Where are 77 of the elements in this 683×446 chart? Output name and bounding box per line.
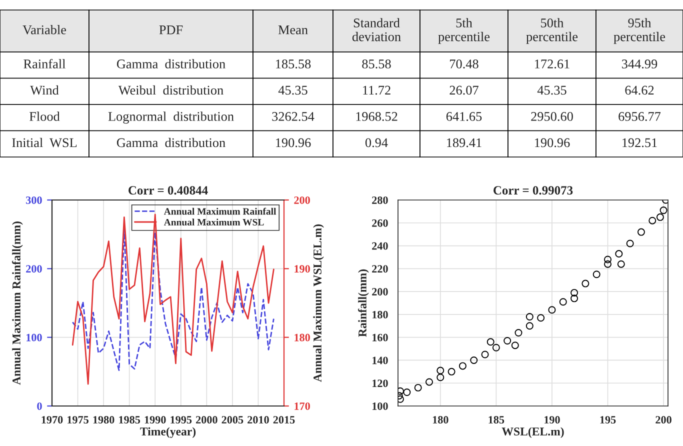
text: Weibul distribution — [118, 85, 224, 95]
text: 64.62 — [625, 86, 654, 95]
y2-tick-label: 180 — [294, 334, 310, 342]
text: 45.35 — [537, 86, 566, 95]
y-tick-label: 100 — [372, 402, 388, 410]
x-tick-label: 185 — [488, 416, 504, 424]
text: 190.96 — [535, 138, 570, 148]
x-tick-label: 195 — [600, 416, 616, 424]
text: Flood — [29, 112, 60, 121]
y-tick-label: 160 — [372, 334, 388, 342]
category-label: 95th percentile — [614, 18, 666, 44]
category-label: Standard deviation — [352, 18, 401, 42]
text: Rainfall — [24, 59, 66, 68]
text: 1968.52 — [356, 112, 398, 121]
x-tick-label: 200 — [656, 416, 672, 424]
y-tick-label: 0 — [37, 402, 42, 410]
y-tick-label: 260 — [372, 219, 388, 227]
text: 2950.60 — [531, 112, 573, 121]
category-label: 50th percentile — [526, 18, 578, 44]
x-tick-label: 1985 — [119, 416, 140, 424]
x-tick-label: 2010 — [248, 416, 269, 424]
text: 26.07 — [450, 86, 478, 95]
y-tick-label: 120 — [372, 380, 388, 388]
y-tick-label: 200 — [26, 265, 42, 273]
y-tick-label: 240 — [372, 242, 388, 250]
y-tick-label: 300 — [26, 196, 42, 204]
y-tick-label: 220 — [372, 265, 388, 273]
x-tick-label: 1970 — [42, 416, 63, 424]
text: Lognormal distribution — [108, 112, 234, 124]
text: 185.58 — [276, 60, 311, 68]
x-tick-label: 180 — [432, 416, 448, 424]
text: 192.51 — [622, 138, 657, 148]
legend-label: Annual Maximum WSL — [164, 218, 264, 226]
x-tick-label: 2005 — [222, 416, 244, 424]
text: 641.65 — [446, 112, 482, 121]
category-label: PDF — [159, 26, 183, 34]
text: 190.96 — [276, 138, 311, 148]
y2-tick-label: 170 — [294, 402, 310, 410]
text: 189.41 — [447, 138, 482, 148]
text: Wind — [30, 85, 59, 95]
text: Gamma distribution — [116, 59, 226, 68]
category-label: Variable — [22, 25, 66, 34]
text: 85.58 — [362, 60, 391, 68]
y-tick-label: 280 — [372, 196, 388, 204]
text: Gamma distribution — [116, 138, 226, 148]
text: 344.99 — [622, 60, 658, 68]
text: 11.72 — [363, 86, 390, 95]
text: 0.94 — [365, 138, 388, 148]
x-tick-label: 1990 — [144, 416, 166, 424]
legend-label: Annual Maximum Rainfall — [164, 208, 276, 215]
y-axis-title: Rainfall(mm) — [358, 269, 369, 337]
x-tick-label: 1995 — [170, 416, 192, 424]
category-label: 5th percentile — [438, 18, 490, 44]
x-tick-label: 190 — [544, 416, 560, 424]
y2-tick-label: 200 — [294, 196, 310, 204]
chart-title: Corr = 0.40844 — [128, 186, 208, 195]
y2-axis-title: Annual Maximum WSL(EL.m) — [313, 224, 324, 382]
text: Initial WSL — [12, 138, 77, 148]
text: 172.61 — [535, 60, 570, 68]
y-tick-label: 200 — [372, 288, 388, 296]
text: 6956.77 — [618, 112, 661, 121]
text: 3262.54 — [272, 112, 314, 121]
text: 45.35 — [278, 86, 308, 95]
x-tick-label: 2015 — [273, 416, 295, 424]
category-label: Mean — [278, 26, 308, 34]
y-tick-label: 180 — [372, 310, 388, 318]
y-tick-label: 140 — [372, 356, 388, 364]
x-tick-label: 2000 — [196, 416, 218, 424]
x-tick-label: 1975 — [68, 416, 88, 424]
y2-tick-label: 190 — [294, 265, 310, 273]
x-axis-title: Time(year) — [140, 427, 196, 438]
y-axis-title: Annual Maximum Rainfall(mm) — [12, 222, 23, 385]
chart-title: Corr = 0.99073 — [494, 186, 573, 195]
y-tick-label: 100 — [26, 334, 42, 342]
x-tick-label: 1980 — [93, 416, 114, 424]
text: 70.48 — [450, 60, 478, 68]
x-axis-title: WSL(EL.m) — [502, 427, 564, 438]
